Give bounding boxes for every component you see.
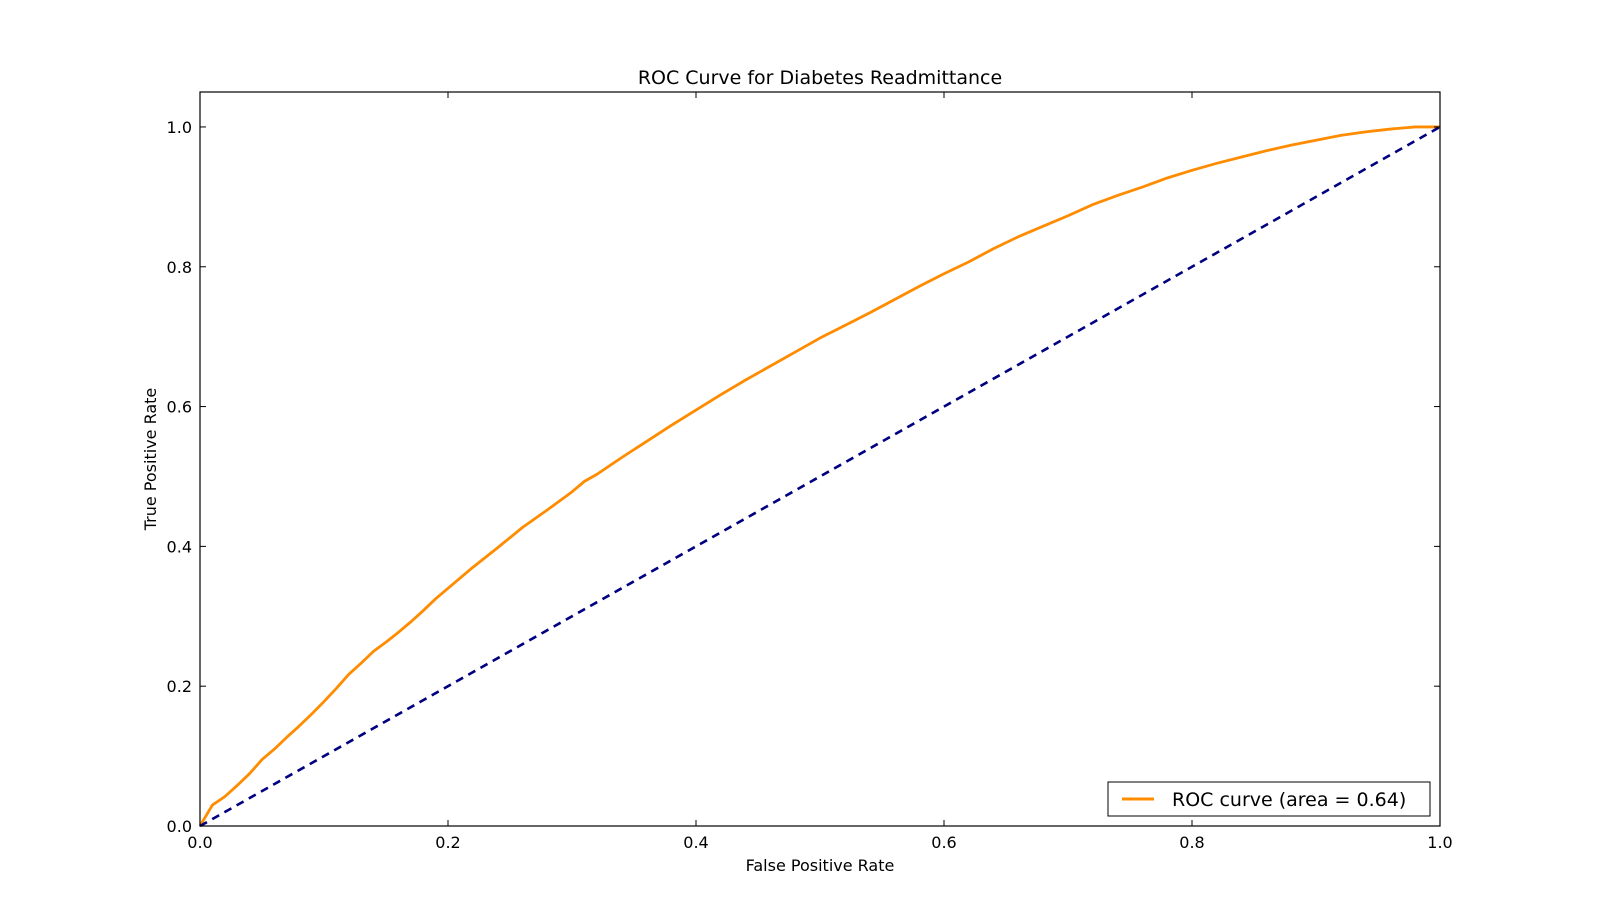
series-layer — [198, 125, 1441, 828]
legend: ROC curve (area = 0.64) — [1107, 781, 1431, 817]
chance-diagonal-line — [199, 125, 1441, 828]
legend-box — [1107, 781, 1431, 817]
chart-title: ROC Curve for Diabetes Readmittance — [638, 67, 1002, 89]
x-tick-label: 0.0 — [187, 833, 212, 852]
roc-curve-line — [198, 125, 1440, 827]
y-tick-label: 0.6 — [167, 398, 192, 417]
x-axis-label: False Positive Rate — [746, 856, 895, 875]
legend-label-roc: ROC curve (area = 0.64) — [1172, 789, 1406, 811]
ticks-layer: 0.0 0.2 0.4 0.6 0.8 1.0 0.0 0.2 0.4 0.6 0.8 1.0 — [167, 92, 1453, 852]
x-tick-label: 1.0 — [1427, 833, 1452, 852]
x-tick-label: 0.8 — [1179, 833, 1204, 852]
y-tick-label: 0.0 — [167, 817, 192, 836]
y-tick-label: 1.0 — [167, 118, 192, 137]
y-axis-label: True Positive Rate — [141, 388, 160, 532]
y-tick-label: 0.4 — [167, 537, 192, 556]
plot-frame — [199, 91, 1441, 827]
x-tick-label: 0.2 — [435, 833, 460, 852]
y-tick-label: 0.2 — [167, 677, 192, 696]
y-tick-label: 0.8 — [167, 258, 192, 277]
x-tick-label: 0.6 — [931, 833, 956, 852]
x-tick-label: 0.4 — [683, 833, 708, 852]
